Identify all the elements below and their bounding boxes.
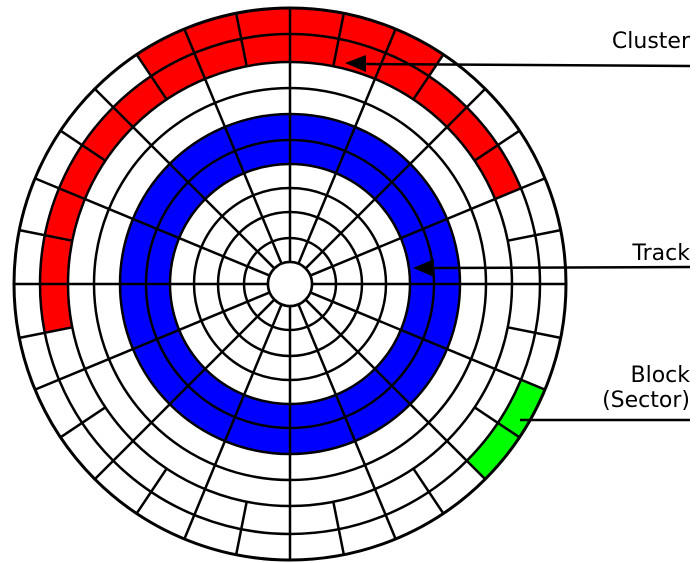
sector-line [183,303,283,540]
outer-sector-line [332,501,346,555]
outer-sector-line [59,406,107,439]
outer-sector-line [135,53,168,101]
cluster-arc-top [136,7,444,77]
highlight-layer [39,7,545,480]
track-label: Track [631,241,690,266]
sector-line [309,177,546,277]
outer-sector-line [412,467,445,515]
outer-sector-line [19,228,73,242]
outer-sector-line [234,13,248,67]
sector-line [309,291,546,391]
sector-line-layer [14,8,566,560]
outer-sector-line [332,13,346,67]
sector-line [304,87,487,270]
outer-sector-line [507,228,561,242]
outer-sector-line [19,326,73,340]
outer-sector-line [507,326,561,340]
sector-label: (Sector) [602,388,690,413]
pointer-cluster [345,55,691,72]
sector-line [183,28,283,265]
outer-sector-line [473,129,521,162]
sector-line [297,28,397,265]
sector-line [34,291,271,391]
sector-line [297,303,397,540]
cluster-arc-left [39,38,247,333]
pointer-track [413,259,691,277]
sector-line [93,87,276,270]
spindle-hole [266,260,314,308]
outer-sector-line [473,406,521,439]
sector-line [304,298,487,481]
cluster-label: Cluster [612,29,691,54]
block-label: Block [630,363,690,388]
outer-sector-line [412,53,445,101]
outer-sector-line [135,467,168,515]
sector-line [34,177,271,277]
sector-line [93,298,276,481]
outer-sector-line [59,129,107,162]
outer-sector-line [234,501,248,555]
